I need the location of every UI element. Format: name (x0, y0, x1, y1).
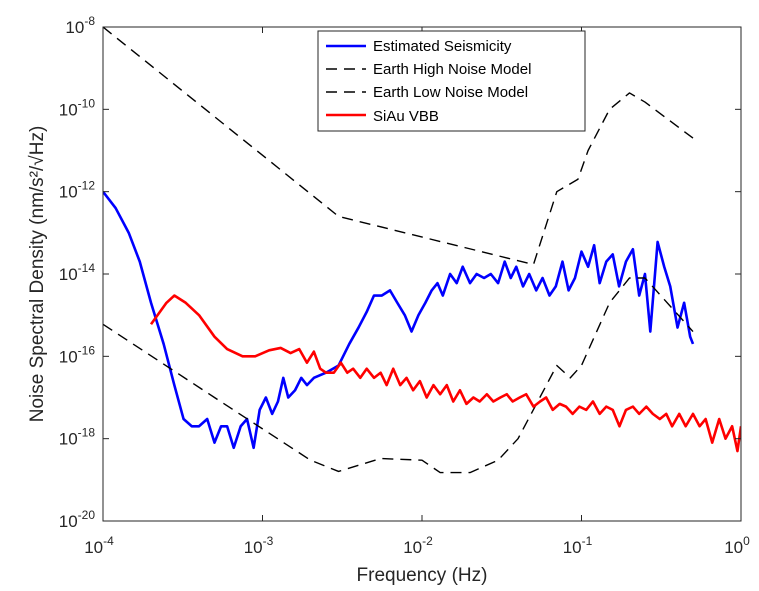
series-line-0 (103, 190, 695, 450)
y-tick-label-5: 10-10 (59, 96, 96, 119)
y-tick-label-6: 10-8 (65, 14, 95, 37)
y-tick-label-3: 10-14 (59, 261, 96, 284)
series-line-1 (103, 27, 694, 266)
series-layer (103, 27, 741, 474)
y-tick-label-2: 10-16 (59, 343, 96, 366)
x-tick-label-3: 10-1 (563, 534, 593, 557)
y-tick-label-0: 10-20 (59, 508, 96, 531)
x-axis-label: Frequency (Hz) (357, 565, 488, 586)
ticks-layer (102, 26, 742, 522)
series-line-2 (103, 277, 694, 474)
tick-labels-layer: 10-4 10-3 10-2 10-1 100 10-20 10-18 10-16 10-14 1… (59, 14, 750, 557)
legend-label-3: SiAu VBB (373, 108, 439, 125)
legend: Estimated Seismicity Earth High Noise Mod… (317, 30, 586, 132)
legend-items: Estimated Seismicity Earth High Noise Mod… (326, 38, 531, 125)
y-tick-label-1: 10-18 (59, 426, 96, 449)
x-tick-label-1: 10-3 (244, 534, 274, 557)
y-tick-label-4: 10-12 (59, 179, 96, 202)
x-tick-label-4: 100 (724, 534, 750, 557)
x-tick-label-0: 10-4 (84, 534, 114, 557)
legend-label-1: Earth High Noise Model (373, 61, 531, 78)
legend-label-0: Estimated Seismicity (373, 38, 512, 55)
series-line-3 (149, 294, 741, 453)
x-tick-label-2: 10-2 (403, 534, 433, 557)
legend-label-2: Earth Low Noise Model (373, 84, 528, 101)
y-axis-label: Noise Spectral Density (nm/s²/√Hz) (27, 126, 48, 423)
